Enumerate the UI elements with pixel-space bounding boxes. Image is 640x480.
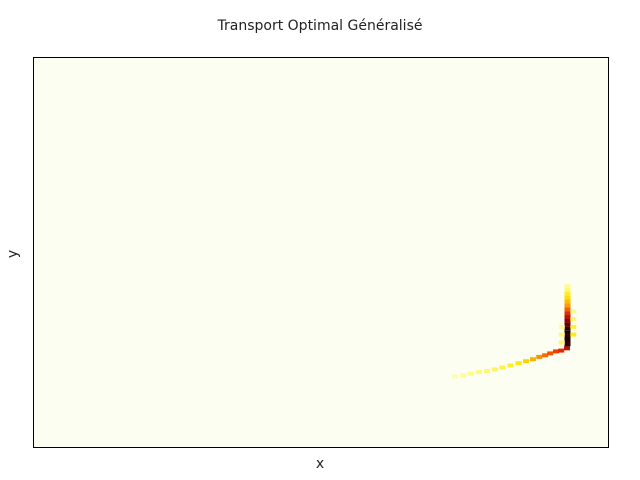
heatmap-cell	[547, 351, 554, 356]
heatmap-cell	[564, 315, 571, 319]
heatmap-cell	[570, 309, 577, 314]
chart-title: Transport Optimal Généralisé	[217, 18, 423, 34]
plot-background	[33, 57, 609, 448]
heatmap-cell	[570, 324, 577, 329]
heatmap-cell	[467, 371, 474, 376]
heatmap-cell	[564, 295, 571, 300]
heatmap-cell	[564, 307, 571, 312]
heatmap-cell	[536, 354, 543, 359]
heatmap-cell	[460, 373, 467, 378]
heatmap-cell	[564, 291, 571, 296]
heatmap-cell	[558, 340, 565, 345]
plot-frame	[33, 57, 609, 448]
heatmap-cell	[564, 303, 571, 308]
heatmap-cell	[558, 324, 565, 329]
heatmap-cell	[499, 365, 506, 370]
heatmap-cell	[515, 361, 522, 366]
heatmap-cell	[570, 317, 577, 321]
heatmap-cell	[564, 338, 571, 343]
heatmap-cell	[558, 348, 565, 353]
heatmap-cell	[564, 334, 571, 339]
heatmap-cell	[530, 357, 536, 362]
heatmap-cell	[523, 359, 530, 364]
heatmap-cell	[564, 311, 571, 316]
heatmap-cell	[564, 283, 571, 288]
heatmap-cell	[564, 318, 571, 323]
heatmap-cell	[558, 332, 565, 337]
heatmap-cell	[564, 342, 571, 347]
heatmap-cell	[570, 332, 577, 337]
heatmap-cells	[452, 283, 577, 379]
heatmap-cell	[564, 346, 570, 351]
heatmap-cell	[564, 299, 571, 304]
heatmap-cell	[507, 363, 514, 368]
heatmap-cell	[483, 369, 490, 373]
heatmap-cell	[553, 349, 559, 354]
x-axis-label: x	[315, 456, 325, 472]
heatmap-cell	[452, 374, 459, 379]
heatmap-cell	[492, 367, 498, 372]
heatmap-cell	[564, 322, 571, 327]
heatmap-cell	[564, 287, 571, 292]
heatmap-cell	[475, 370, 482, 375]
heatmap-cell	[542, 353, 549, 358]
heatmap-cell	[564, 330, 571, 335]
heatmap-cell	[564, 326, 571, 331]
